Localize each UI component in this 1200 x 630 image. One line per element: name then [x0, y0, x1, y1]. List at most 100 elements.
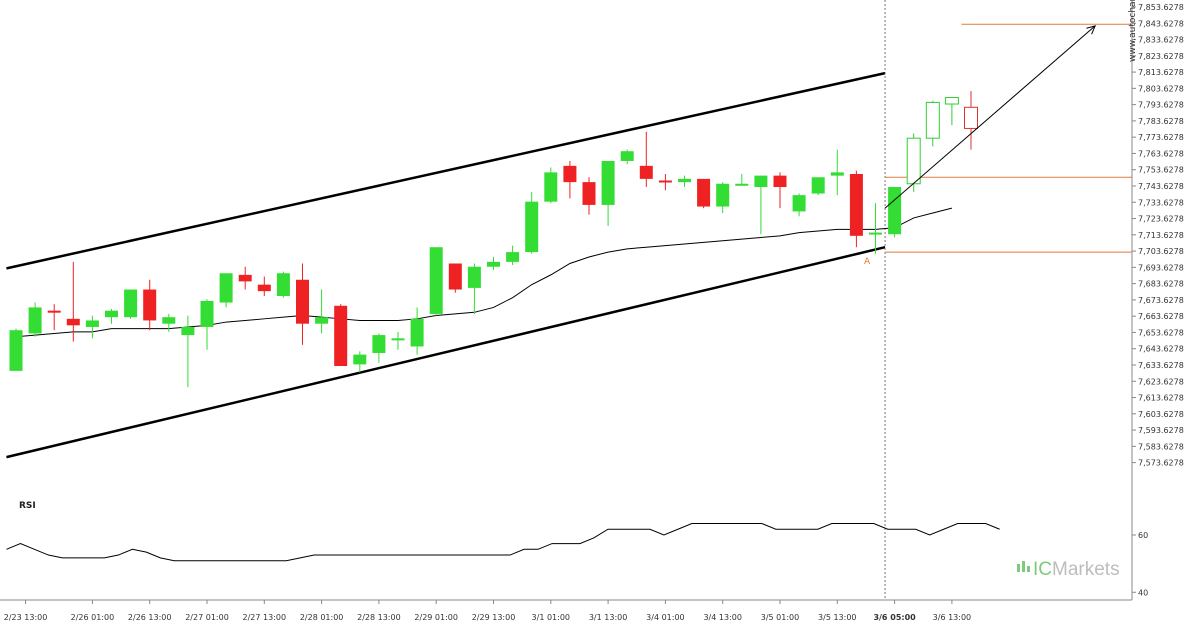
watermark: www.autochartist.com [1128, 0, 1138, 62]
candle [28, 302, 42, 337]
candle-body [105, 310, 118, 318]
time-axis: 2/23 13:00 2/26 01:00 2/26 13:00 2/27 01:00… [0, 599, 1132, 622]
candle-body [66, 318, 80, 326]
price-tick-label: 7,743.6278 [1138, 182, 1184, 191]
candle-body [238, 274, 252, 282]
time-tick-label: 2/26 13:00 [128, 613, 172, 622]
time-tick-label: 2/26 01:00 [71, 613, 115, 622]
candle [678, 175, 691, 188]
candle [143, 279, 157, 331]
candle-body [869, 232, 882, 235]
time-tick-label: 2/27 13:00 [243, 613, 287, 622]
candle [372, 333, 386, 363]
candle-body [372, 335, 386, 353]
price-tick-label: 7,663.6278 [1138, 312, 1184, 321]
rsi-line [6, 523, 1000, 562]
candle-body [620, 151, 634, 161]
rsi-title: RSI [19, 501, 36, 511]
candle-body [276, 273, 290, 297]
logo-text: ICMarkets [1033, 559, 1120, 580]
candle [105, 309, 118, 324]
brand-logo: ICMarkets [1017, 559, 1120, 580]
price-tick-label: 7,763.6278 [1138, 149, 1184, 158]
price-tick-label: 7,623.6278 [1138, 377, 1184, 386]
time-tick-label: 3/4 01:00 [646, 613, 684, 622]
channel-lines [6, 71, 886, 459]
candle-body [296, 279, 309, 324]
projected-candle-body [925, 101, 940, 139]
time-tick-label: 3/1 13:00 [589, 613, 627, 622]
candle [830, 149, 844, 196]
candle-body [448, 263, 462, 290]
price-tick-label: 7,633.6278 [1138, 361, 1184, 370]
candle-body [735, 183, 749, 186]
price-tick-label: 7,753.6278 [1138, 166, 1184, 175]
candle-body [811, 177, 825, 194]
candle-body [716, 183, 730, 207]
candle [276, 271, 290, 298]
logo-suffix: Markets [1052, 559, 1120, 580]
arrow-shaft [884, 25, 1096, 209]
candle-body [487, 261, 500, 267]
time-tick-label: 3/1 01:00 [532, 613, 570, 622]
candle-body [162, 317, 176, 324]
candle [811, 177, 825, 196]
candle [735, 173, 749, 186]
candle [487, 256, 500, 270]
candle-body [315, 317, 329, 324]
candle-body [124, 289, 138, 318]
projected-candle [925, 100, 940, 147]
projected-candle [964, 91, 978, 150]
candle-body [143, 289, 157, 321]
price-tick-label: 7,813.6278 [1138, 68, 1184, 77]
price-tick-label: 7,733.6278 [1138, 198, 1184, 207]
price-tick-label: 7,613.6278 [1138, 394, 1184, 403]
channel-upper-line [6, 71, 886, 270]
candle [315, 289, 329, 334]
price-tick-label: 7,653.6278 [1138, 328, 1184, 337]
candle [563, 160, 577, 199]
candle [792, 193, 806, 217]
forecast-arrow [884, 25, 1097, 209]
candle [658, 173, 672, 191]
candle [639, 131, 653, 188]
time-tick-label: 2/29 01:00 [414, 613, 458, 622]
rsi-panel: RSI [6, 501, 1000, 562]
price-tick-label: 7,773.6278 [1138, 133, 1184, 142]
candle [888, 187, 902, 238]
candle-body [525, 201, 539, 253]
candle [124, 289, 138, 319]
price-tick-label: 7,693.6278 [1138, 263, 1184, 272]
candle-body [334, 305, 348, 367]
candle [601, 160, 615, 227]
candle-body [639, 165, 653, 179]
price-tick-label: 7,593.6278 [1138, 426, 1184, 435]
candle-body [9, 330, 23, 371]
channel-lower-line [6, 246, 886, 459]
time-tick-label: 3/6 05:00 [873, 613, 916, 622]
price-tick-label: 7,723.6278 [1138, 215, 1184, 224]
level-lines: A [864, 0, 1132, 600]
moving-average [15, 207, 953, 338]
price-tick-label: 7,823.6278 [1138, 52, 1184, 61]
candle-body [544, 172, 558, 202]
candle [353, 351, 367, 373]
time-tick-label: 3/5 01:00 [761, 613, 799, 622]
time-tick-label: 2/23 13:00 [4, 613, 48, 622]
time-tick-label: 3/6 13:00 [933, 613, 971, 622]
price-tick-label: 7,573.6278 [1138, 459, 1184, 468]
price-axis: 7,853.6278 7,843.6278 7,833.6278 7,823.6278… [1131, 0, 1184, 600]
projected-candle-body [906, 137, 921, 185]
projected-candle [944, 97, 959, 126]
candle [582, 177, 596, 215]
price-tick-label: 7,703.6278 [1138, 247, 1184, 256]
price-tick-label: 7,803.6278 [1138, 84, 1184, 93]
candle-body [429, 247, 443, 314]
candle [448, 263, 462, 293]
candle [544, 167, 558, 204]
candle-body [391, 338, 405, 341]
time-tick-label: 2/29 13:00 [472, 613, 516, 622]
candle [467, 263, 481, 314]
candle-body [773, 175, 787, 188]
